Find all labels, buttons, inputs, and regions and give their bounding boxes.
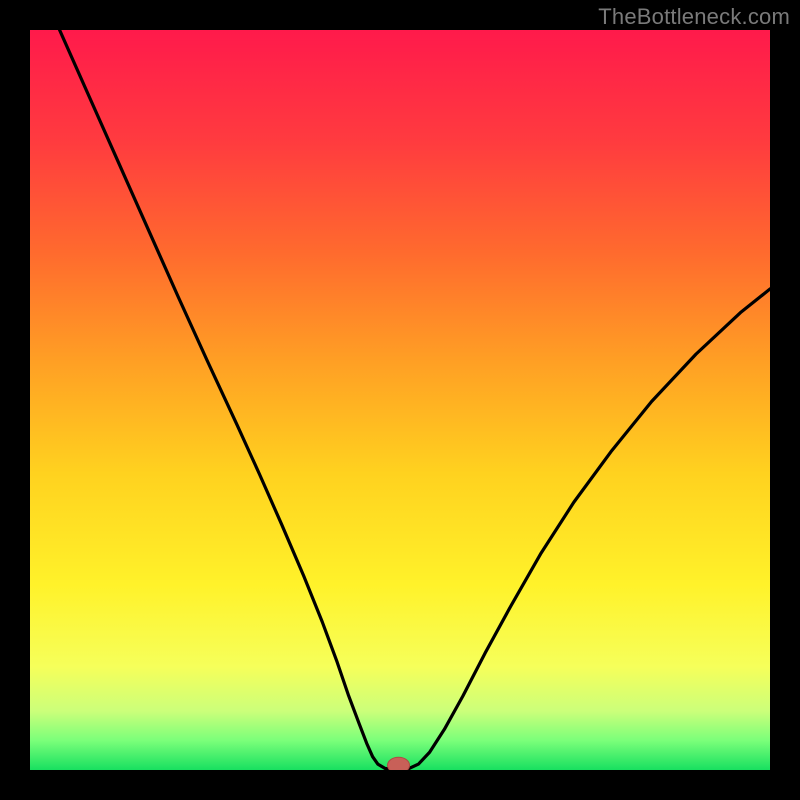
heatmap-gradient (30, 30, 770, 770)
watermark-text: TheBottleneck.com (598, 4, 790, 30)
bottleneck-chart (0, 0, 800, 800)
chart-container: TheBottleneck.com (0, 0, 800, 800)
